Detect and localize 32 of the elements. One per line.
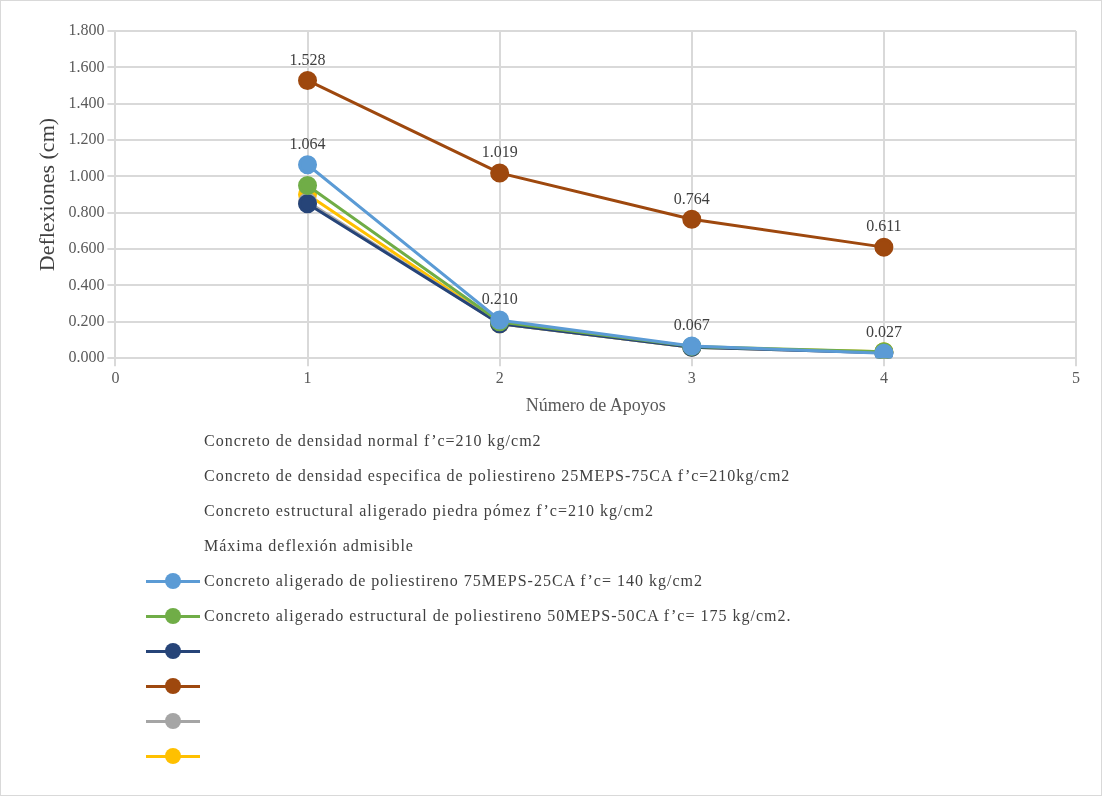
y-tick-label: 1.400	[68, 93, 105, 111]
text: Concreto estructural aligerado piedra pómez f’c=210 kg/cm2	[204, 501, 654, 520]
data-label: 1.019	[481, 143, 518, 161]
y-axis-title: Deflexiones (cm)	[33, 117, 59, 272]
x-tick-label: 4	[879, 369, 888, 386]
y-tick-label: 0.400	[68, 275, 105, 293]
data-label: 0.764	[673, 189, 710, 207]
y-tick-label: 1.200	[68, 130, 105, 148]
y-tick-label: 1.000	[68, 166, 105, 184]
legend-label: Concreto aligerado de poliestireno 75MEPS-25CA f’c= 140 kg/cm2	[204, 571, 703, 590]
data-label: 0.067	[673, 316, 710, 334]
text: Máxima deflexión admisible	[204, 536, 414, 555]
y-tick-label: 0.800	[68, 202, 105, 220]
data-label: 1.528	[289, 50, 326, 68]
text: Concreto de densidad normal f’c=210 kg/cm2	[204, 431, 542, 450]
data-label: 0.611	[866, 217, 902, 235]
x-tick-label: 2	[495, 369, 504, 386]
x-tick-label: 1	[303, 369, 312, 386]
data-label: 0.210	[481, 290, 518, 308]
y-tick-label: 1.600	[68, 57, 105, 75]
y-tick-label: 0.200	[68, 312, 105, 330]
legend-label: Concreto aligerado estructural de poliestireno 50MEPS-50CA f’c= 175 kg/cm2.	[204, 606, 792, 625]
x-tick-label: 5	[1072, 369, 1080, 386]
data-label: 1.064	[289, 134, 326, 152]
x-tick-label: 3	[687, 369, 696, 386]
y-tick-label: 0.000	[68, 348, 105, 366]
data-label: 0.027	[865, 323, 902, 341]
x-tick-label: 0	[111, 369, 120, 386]
y-tick-label: 0.600	[68, 239, 105, 257]
y-tick-label: 1.800	[68, 21, 105, 39]
text: Concreto de densidad especifica de poliestireno 25MEPS-75CA f’c=210kg/cm2	[204, 466, 791, 485]
x-axis-title: Número de Apoyos	[525, 394, 666, 415]
